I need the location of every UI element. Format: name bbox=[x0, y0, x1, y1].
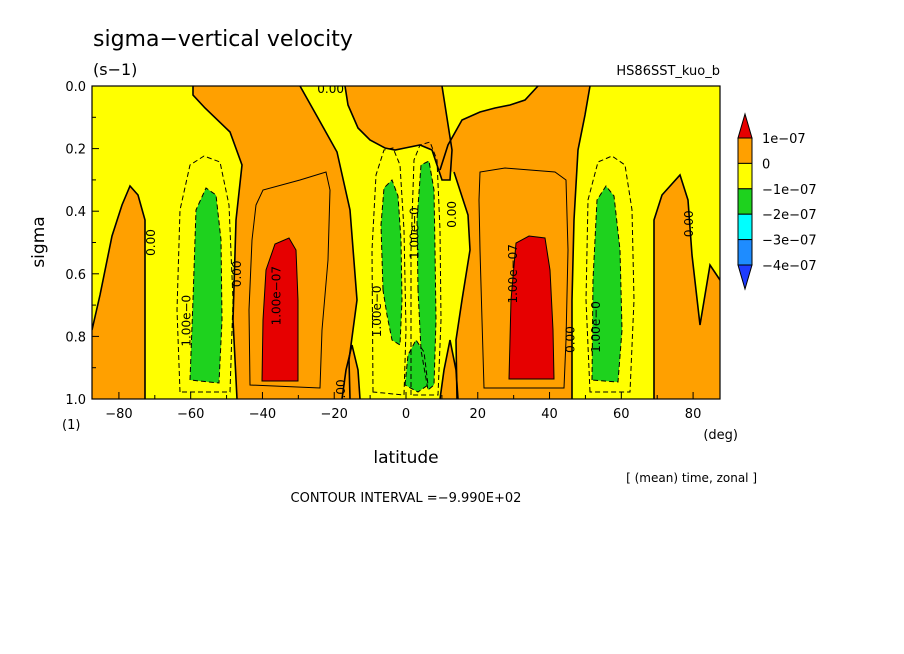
x-tick-label: 60 bbox=[613, 407, 630, 422]
contour-positive-lines bbox=[248, 167, 569, 389]
colorbar-cell bbox=[737, 188, 753, 215]
colorbar-label: 0 bbox=[762, 157, 770, 172]
x-axis-unit: (deg) bbox=[703, 428, 738, 443]
band-orange-west-cell bbox=[193, 86, 357, 399]
colorbar-cell bbox=[737, 137, 753, 164]
x-tick-label: 80 bbox=[685, 407, 702, 422]
band-orange-far-west bbox=[92, 186, 145, 399]
contour-label: 0.00 bbox=[682, 210, 696, 237]
contour-label: 1.00e−07 bbox=[269, 266, 283, 325]
contour-label: 0.00 bbox=[445, 201, 459, 228]
x-axis-label: latitude bbox=[373, 448, 438, 468]
band-green-eq-east bbox=[417, 161, 436, 390]
contour-negative-lines bbox=[176, 141, 635, 396]
colorbar-cell bbox=[737, 213, 753, 241]
contour-label: 1.00e−07 bbox=[506, 244, 520, 303]
band-orange-far-east bbox=[654, 175, 720, 399]
band-green-east bbox=[592, 186, 622, 382]
colorbar-max-arrow bbox=[737, 112, 753, 139]
colorbar-label: −3e−07 bbox=[762, 234, 817, 249]
colorbar-label: −2e−07 bbox=[762, 208, 817, 223]
x-tick-label: −40 bbox=[249, 407, 276, 422]
contour-label: 0.00 bbox=[334, 379, 348, 406]
contour-label: 0.00 bbox=[230, 260, 244, 287]
colorbar-cell bbox=[737, 162, 753, 190]
x-tick-label: −60 bbox=[177, 407, 204, 422]
contour-zero-lines bbox=[92, 86, 720, 399]
chart-subtitle: (s−1) bbox=[93, 60, 137, 79]
colorbar-min-arrow bbox=[737, 264, 753, 291]
y-axis-unit: (1) bbox=[62, 418, 80, 433]
band-red-west bbox=[262, 238, 298, 381]
x-tick-label: −20 bbox=[321, 407, 348, 422]
band-orange-central-north bbox=[345, 86, 452, 180]
chart-title: sigma−vertical velocity bbox=[93, 27, 353, 52]
x-tick-label: 0 bbox=[402, 407, 410, 422]
colorbar-label: −1e−07 bbox=[762, 183, 817, 198]
contour-label: 0.00 bbox=[144, 229, 158, 256]
x-tick-label: −80 bbox=[105, 407, 132, 422]
contour-label: 1.00e−0 bbox=[180, 295, 194, 347]
contour-label: 1.00e−0 bbox=[370, 285, 384, 337]
x-tick-label: 40 bbox=[541, 407, 558, 422]
y-tick-label: 0.2 bbox=[65, 143, 86, 158]
y-tick-label: 0.4 bbox=[65, 205, 86, 220]
colorbar-label: 1e−07 bbox=[762, 132, 806, 147]
y-tick-label: 0.8 bbox=[65, 330, 86, 345]
contour-label: 0.00 bbox=[564, 326, 578, 353]
averaging-note: [ (mean) time, zonal ] bbox=[626, 471, 757, 485]
y-tick-label: 0.6 bbox=[65, 268, 86, 283]
y-tick-label: 1.0 bbox=[65, 393, 86, 408]
contour-label: 1.00e−0 bbox=[408, 207, 422, 259]
band-orange-eq-east bbox=[440, 340, 458, 399]
colorbar-cell bbox=[737, 239, 753, 266]
contour-label: 0.00 bbox=[317, 82, 344, 96]
colorbar-label: −4e−07 bbox=[762, 259, 817, 274]
y-tick-label: 0.0 bbox=[65, 80, 86, 95]
colorbar: 1e−07 0 −1e−07 −2e−07 −3e−07 −4e−07 bbox=[737, 112, 817, 291]
band-red-east bbox=[509, 236, 554, 379]
y-axis-label: sigma bbox=[29, 216, 49, 267]
y-axis: 0.0 0.2 0.4 0.6 0.8 1.0 bbox=[65, 80, 99, 408]
band-orange-eq-west bbox=[342, 345, 360, 399]
x-axis: −80 −60 −40 −20 0 20 40 60 80 bbox=[105, 392, 701, 422]
dataset-label: HS86SST_kuo_b bbox=[616, 64, 720, 79]
contour-plot: 0.00 1.00e−0 0.00 1.00e−07 0.00 1.00e−0 1.00e−… bbox=[92, 82, 720, 406]
band-green-west bbox=[190, 188, 222, 383]
contour-labels: 0.00 1.00e−0 0.00 1.00e−07 0.00 1.00e−0 1.00e−… bbox=[144, 82, 696, 406]
contour-interval-text: CONTOUR INTERVAL =−9.990E+02 bbox=[291, 491, 522, 506]
contour-label: 1.00e−0 bbox=[589, 301, 603, 353]
band-green-eq-west bbox=[381, 180, 402, 345]
x-tick-label: 20 bbox=[469, 407, 486, 422]
